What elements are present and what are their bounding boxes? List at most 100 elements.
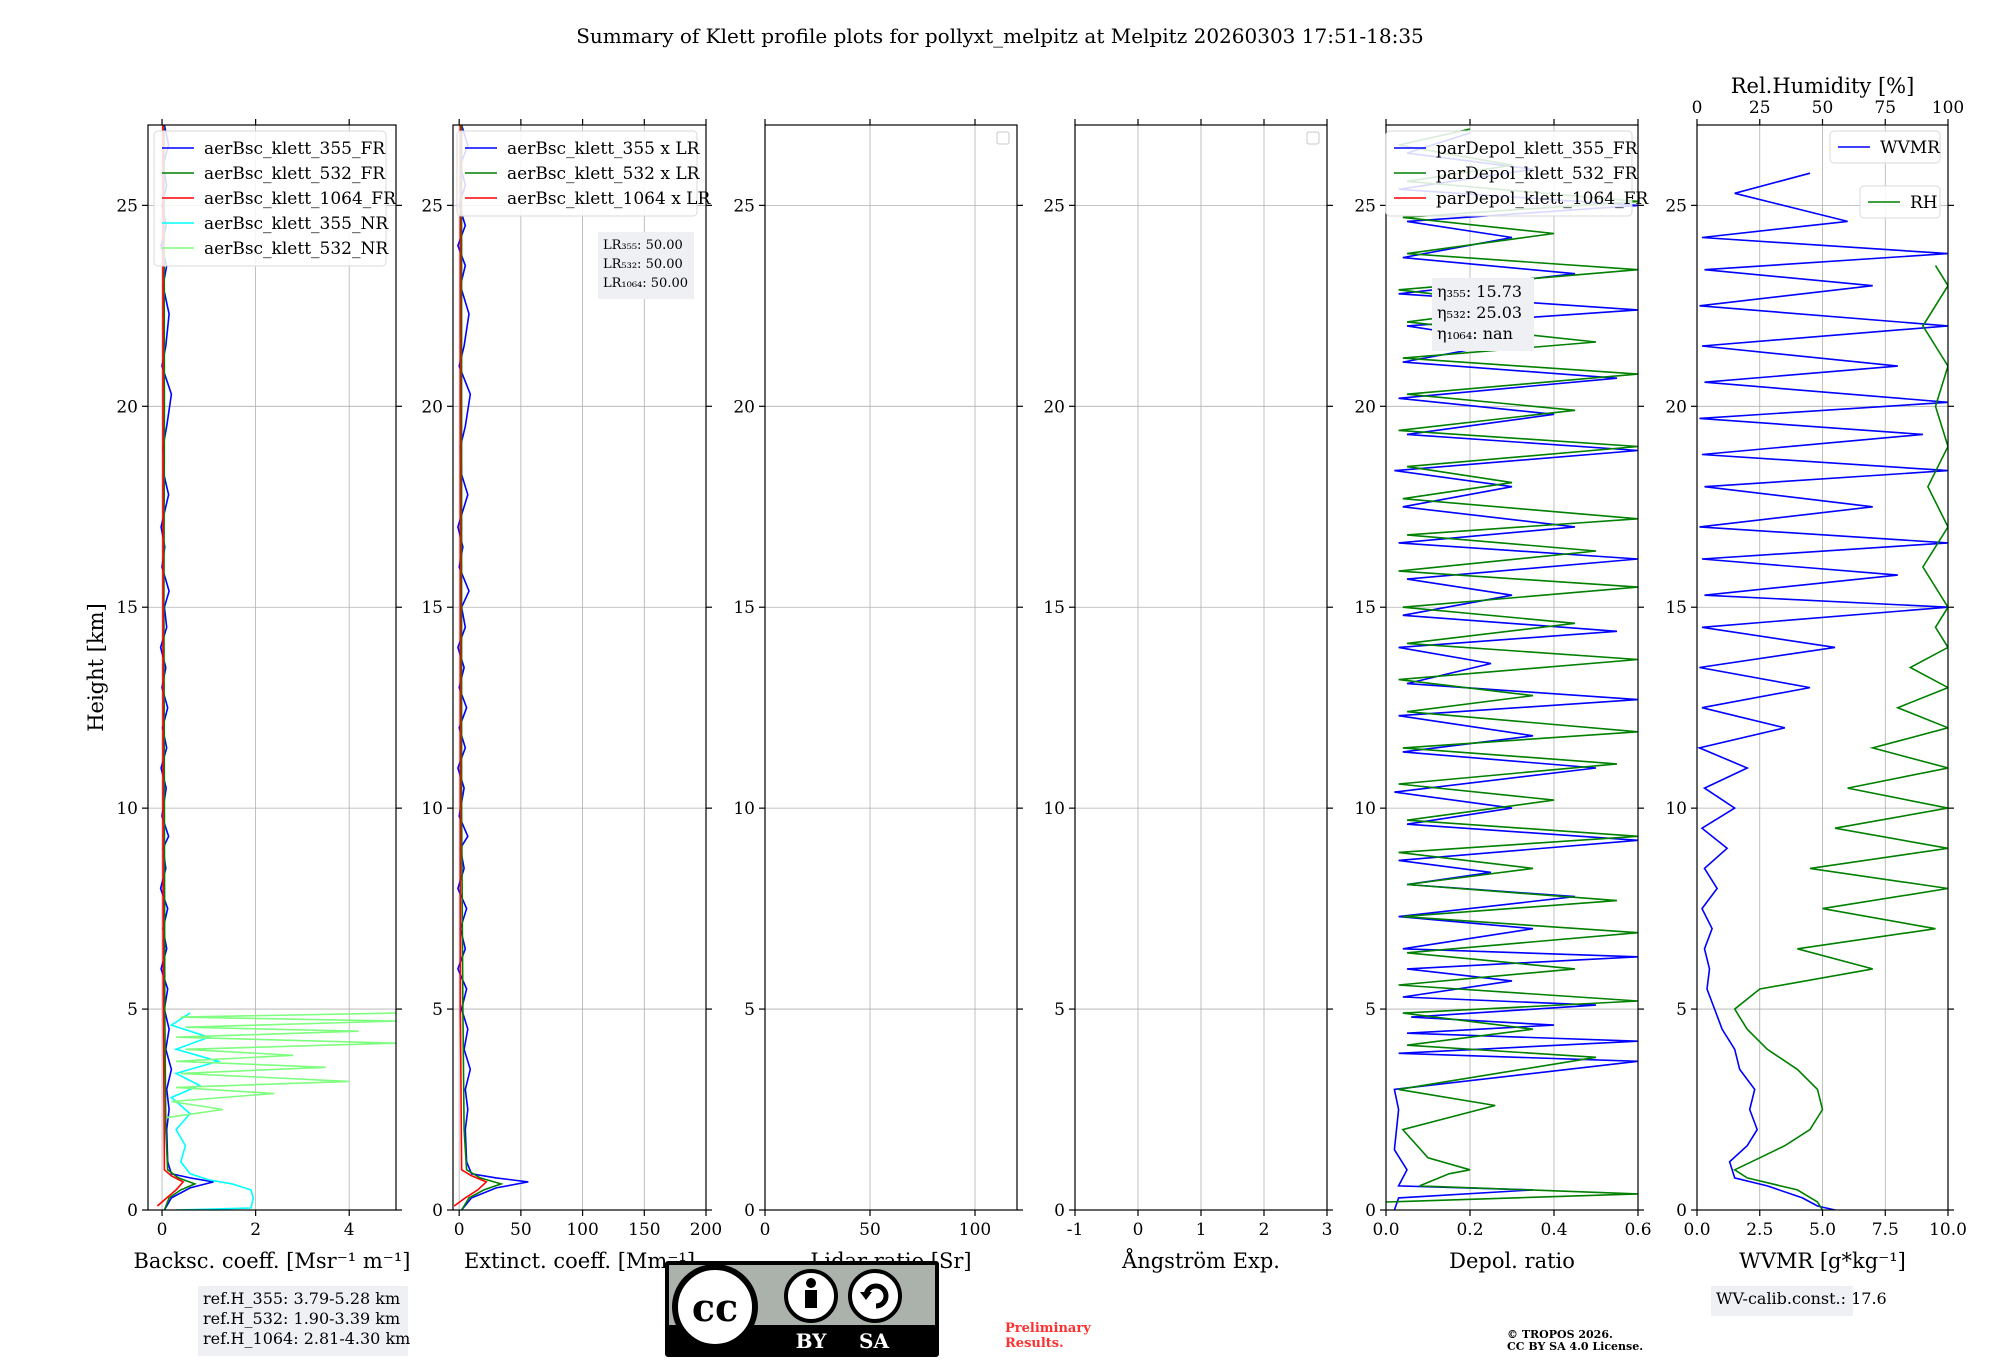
figure-title: Summary of Klett profile plots for polly… xyxy=(576,24,1424,48)
y-tick-label: 20 xyxy=(1665,397,1687,417)
legend-label: parDepol_klett_355_FR xyxy=(1436,139,1639,159)
x-axis-label: Depol. ratio xyxy=(1449,1249,1575,1273)
series-group xyxy=(156,125,396,1210)
series-line-aerBsc_klett_1064 x LR xyxy=(453,125,488,1207)
legend: parDepol_klett_355_FR parDepol_klett_532_… xyxy=(1385,130,1649,217)
y-tick-label: 20 xyxy=(116,397,138,417)
y-tick-label: 5 xyxy=(1676,1000,1687,1020)
top-x-tick-label: 25 xyxy=(1749,98,1771,118)
series-line-aerBsc_klett_1064_FR xyxy=(156,125,185,1207)
legend-frame xyxy=(1829,130,1941,164)
x-tick-label: 0 xyxy=(454,1220,465,1240)
sa-share-icon xyxy=(848,1269,902,1323)
y-tick-label: 15 xyxy=(1354,598,1376,618)
legend-label: aerBsc_klett_355_NR xyxy=(204,214,389,234)
legend-label: aerBsc_klett_532 x LR xyxy=(507,164,701,184)
x-axis-label: Ångström Exp. xyxy=(1121,1248,1280,1273)
series-line-aerBsc_klett_532_FR xyxy=(163,125,197,1210)
x-tick-label: 200 xyxy=(690,1220,722,1240)
annotation-box xyxy=(1711,1286,1853,1316)
y-tick-label: 0 xyxy=(1365,1201,1376,1221)
cc-logo-icon xyxy=(672,1264,758,1350)
x-tick-label: 1 xyxy=(1196,1220,1207,1240)
x-tick-label: -1 xyxy=(1067,1220,1084,1240)
annotation-text: ref.H_532: 1.90-3.39 km xyxy=(203,1309,400,1328)
legend-label: RH xyxy=(1910,193,1938,213)
annotation: LR₃₅₅: 50.00 LR₅₃₂: 50.00 LR₁₀₆₄: 50.00 xyxy=(598,232,694,299)
legend-label: WVMR xyxy=(1880,138,1941,158)
annotation-text: η₅₃₂: 25.03 xyxy=(1437,303,1522,322)
x-tick-label: 5.0 xyxy=(1809,1220,1836,1240)
y-tick-label: 10 xyxy=(733,799,755,819)
x-tick-label: 10.0 xyxy=(1929,1220,1967,1240)
x-axis-label: WVMR [g*kg⁻¹] xyxy=(1739,1249,1906,1273)
y-tick-label: 5 xyxy=(432,1000,443,1020)
y-tick-label: 15 xyxy=(1665,598,1687,618)
x-tick-label: 7.5 xyxy=(1872,1220,1899,1240)
legend-frame xyxy=(1385,130,1633,217)
y-tick-label: 20 xyxy=(1354,397,1376,417)
annotation-text: ref.H_1064: 2.81-4.30 km xyxy=(203,1329,410,1348)
annotation-box xyxy=(598,232,694,299)
series-group xyxy=(1697,172,1948,1210)
y-tick-label: 15 xyxy=(421,598,443,618)
legend-label: aerBsc_klett_355 x LR xyxy=(507,139,701,159)
x-tick-label: 100 xyxy=(959,1220,991,1240)
series-line-parDepol_klett_355_FR xyxy=(1393,132,1638,1210)
y-tick-label: 10 xyxy=(116,799,138,819)
legend-label: aerBsc_klett_1064_FR xyxy=(204,189,397,209)
y-tick-label: 10 xyxy=(421,799,443,819)
annotation-box xyxy=(1432,278,1534,351)
copyright-note: © TROPOS 2026. xyxy=(1507,1328,1613,1341)
annotation-box xyxy=(198,1286,408,1356)
x-tick-label: 150 xyxy=(628,1220,660,1240)
y-tick-label: 10 xyxy=(1043,799,1065,819)
top-x-axis-label: Rel.Humidity [%] xyxy=(1731,74,1915,98)
panel-lidar_ratio: 0501000510152025Lidar ratio [Sr] xyxy=(733,119,1023,1273)
x-tick-label: 100 xyxy=(566,1220,598,1240)
annotation-text: η₁₀₆₄: nan xyxy=(1437,324,1513,343)
preliminary-note: Preliminary xyxy=(1005,1321,1091,1336)
annotation: η₃₅₅: 15.73 η₅₃₂: 25.03 η₁₀₆₄: nan xyxy=(1432,278,1534,351)
panel-extinction: 0 50 100 150 200 0 5 10 15 20 25 Extinct. coeff. [M… xyxy=(421,119,722,1273)
annotation-text: LR₃₅₅: 50.00 xyxy=(603,238,683,253)
top-x-tick-label: 50 xyxy=(1812,98,1834,118)
y-tick-label: 25 xyxy=(421,196,443,216)
x-tick-label: 0 xyxy=(157,1220,168,1240)
annotation-text: LR₁₀₆₄: 50.00 xyxy=(603,276,688,291)
y-tick-label: 5 xyxy=(744,1000,755,1020)
series-line-aerBsc_klett_355_FR xyxy=(159,125,214,1210)
y-tick-label: 20 xyxy=(733,397,755,417)
y-tick-label: 25 xyxy=(116,196,138,216)
legend: aerBsc_klett_355 x LR aerBsc_klett_532 x … xyxy=(456,130,711,217)
axes-frame xyxy=(147,124,397,1211)
y-tick-label: 0 xyxy=(744,1201,755,1221)
y-tick-label: 0 xyxy=(1054,1201,1065,1221)
x-tick-label: 50 xyxy=(859,1220,881,1240)
y-tick-label: 20 xyxy=(1043,397,1065,417)
cc-license-badge[interactable]: cc BY SA xyxy=(665,1261,939,1357)
annotation-text: ref.H_355: 3.79-5.28 km xyxy=(203,1289,400,1308)
annotation-text: WV-calib.const.: 17.6 xyxy=(1716,1289,1887,1308)
y-tick-label: 5 xyxy=(127,1000,138,1020)
x-tick-label: 0 xyxy=(760,1220,771,1240)
annotation-text: LR₅₃₂: 50.00 xyxy=(603,257,683,272)
y-tick-label: 15 xyxy=(733,598,755,618)
series-line-aerBsc_klett_355 x LR xyxy=(457,125,529,1210)
legend: RH xyxy=(1859,185,1941,219)
annotation: WV-calib.const.: 17.6 xyxy=(1711,1286,1887,1316)
y-tick-label: 0 xyxy=(127,1201,138,1221)
top-x-tick-label: 100 xyxy=(1932,98,1964,118)
axes-frame xyxy=(452,124,707,1211)
series-group xyxy=(453,125,529,1210)
y-tick-label: 25 xyxy=(1354,196,1376,216)
annotation-text: η₃₅₅: 15.73 xyxy=(1437,282,1522,301)
y-tick-label: 5 xyxy=(1365,1000,1376,1020)
panel-wvmr: 0.0 2.5 5.0 7.5 10.0 0 5 10 15 20 25 WVMR [g*kg⁻¹] 0… xyxy=(1665,74,1967,1316)
y-tick-label: 15 xyxy=(116,598,138,618)
panel-depol: 0.0 0.2 0.4 0.6 0 5 10 15 20 25 Depol. ratio parDep… xyxy=(1354,119,1652,1273)
y-tick-label: 25 xyxy=(1043,196,1065,216)
y-axis-label: Height [km] xyxy=(84,603,108,732)
